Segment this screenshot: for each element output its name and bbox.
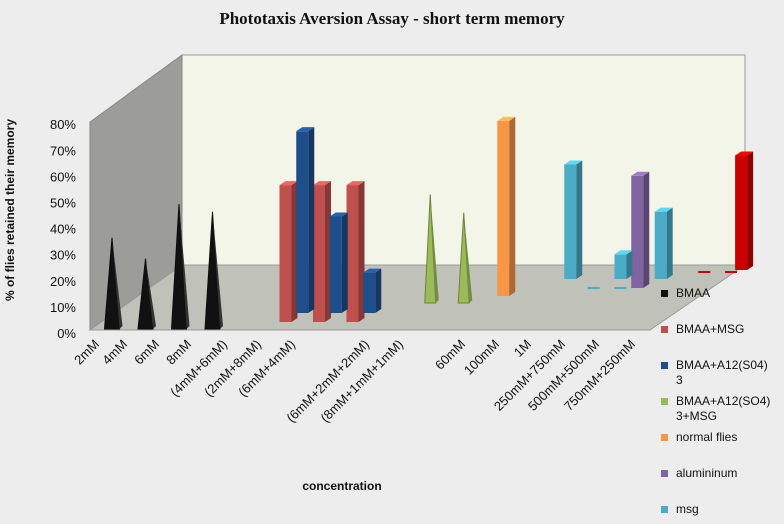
legend-label: BMAA+A12(S04) 3	[676, 358, 768, 387]
y-tick-label: 70%	[50, 143, 76, 158]
zero-value-bar	[614, 287, 627, 289]
bar-normal-flies	[497, 120, 510, 296]
bar-side-face	[509, 116, 516, 296]
bar-bmaa	[170, 203, 188, 330]
x-tick-label: 8mM	[163, 337, 194, 368]
legend-label: BMAA+A12(SO4) 3+MSG	[676, 394, 770, 423]
legend-label: BMAA+MSG	[676, 322, 744, 336]
bar-side-face	[643, 171, 650, 288]
legend: BMAA BMAA+MSG BMAA+A12(S04) 3 BMAA+A12(SO4) 3…	[661, 286, 770, 516]
bar-msg	[614, 254, 627, 279]
bar-top-face	[631, 171, 650, 176]
x-tick-label: 100mM	[461, 337, 502, 378]
legend-label: alumininum	[676, 466, 737, 480]
x-tick-label: 2mM	[71, 337, 102, 368]
x-tick-label: 1M	[511, 337, 534, 360]
bar-top-face	[329, 212, 348, 217]
bar-side-face	[145, 258, 156, 329]
bar-bmaa-msg	[313, 185, 325, 322]
bar-bmaa-a12-s04-3	[363, 272, 376, 313]
bar-side-face	[308, 127, 315, 313]
y-tick-label: 10%	[50, 300, 76, 315]
bar-top-face	[346, 181, 365, 186]
x-tick-label: 6mM	[131, 337, 162, 368]
bar-bmaa-a12-s04-3	[329, 216, 342, 313]
bar-bmaa-msg	[346, 185, 359, 322]
bar-top-face	[279, 181, 298, 186]
y-tick-label: 60%	[50, 169, 76, 184]
legend-swatch	[661, 326, 668, 333]
bar-side-face	[341, 212, 348, 313]
y-axis-title: % of flies retained their memory	[3, 119, 17, 301]
bar-side-face	[112, 237, 123, 329]
y-tick-label: 0%	[57, 326, 76, 341]
bar-side-face	[463, 212, 473, 303]
bar-red-series	[735, 155, 748, 270]
y-tick-label: 40%	[50, 222, 76, 237]
bar-bmaa-msg	[279, 185, 292, 322]
y-tick-label: 20%	[50, 274, 76, 289]
bar-top-face	[564, 160, 583, 165]
legend-label: normal flies	[676, 430, 737, 444]
bar-top-face	[497, 116, 516, 121]
bar-msg	[564, 164, 577, 279]
bar-side-face	[626, 250, 633, 279]
bar-bmaa-a12-s04-3	[296, 131, 309, 313]
bar-side-face	[291, 181, 298, 322]
legend-swatch	[661, 290, 668, 297]
y-tick-label: 80%	[50, 117, 76, 132]
bar-side-face	[212, 211, 223, 329]
bar-side-face	[666, 207, 673, 279]
bar-side-face	[576, 160, 583, 279]
bar-side-face	[179, 203, 190, 329]
bar-side-face	[430, 194, 439, 303]
y-tick-label: 30%	[50, 248, 76, 263]
bar-alumininum	[631, 175, 644, 288]
y-tick-label: 50%	[50, 196, 76, 211]
bar-side-face	[325, 181, 331, 322]
zero-value-bar	[698, 271, 711, 273]
legend-swatch	[661, 434, 668, 441]
legend-swatch	[661, 470, 668, 477]
zero-value-bar	[725, 271, 738, 273]
bar-side-face	[747, 151, 754, 270]
bar-top-face	[313, 181, 331, 186]
x-axis-title: concentration	[302, 479, 381, 493]
bar-top-face	[735, 151, 754, 156]
bar-msg	[654, 211, 667, 279]
x-tick-label: 4mM	[99, 337, 130, 368]
zero-value-bar	[587, 287, 600, 289]
legend-label: msg	[676, 502, 699, 516]
bar-top-face	[614, 250, 633, 255]
chart-title: Phototaxis Aversion Assay - short term m…	[219, 9, 565, 28]
bar-side-face	[358, 181, 365, 322]
bar-side-face	[375, 268, 382, 313]
bar-top-face	[363, 268, 382, 273]
legend-swatch	[661, 362, 668, 369]
legend-swatch	[661, 506, 668, 513]
legend-swatch	[661, 398, 668, 405]
bar-top-face	[296, 127, 315, 132]
legend-label: BMAA	[676, 286, 710, 300]
bar-top-face	[654, 207, 673, 212]
